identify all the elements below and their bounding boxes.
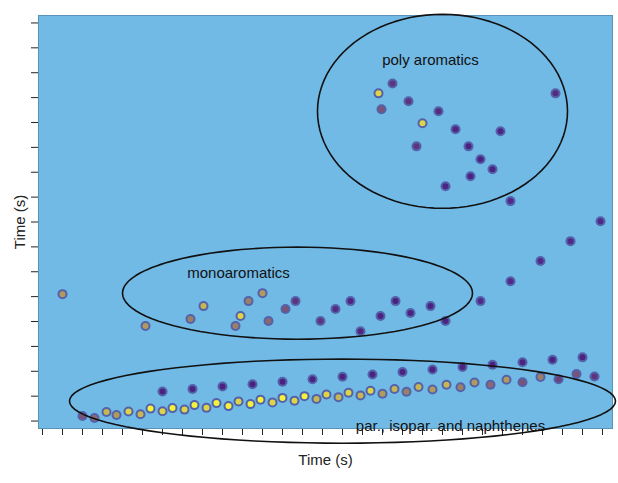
svg-text:Time (s): Time (s)	[298, 451, 352, 468]
svg-text:poly aromatics: poly aromatics	[382, 51, 479, 68]
svg-text:Time (s): Time (s)	[11, 195, 28, 249]
svg-text:monoaromatics: monoaromatics	[187, 264, 290, 281]
svg-text:par., isopar. and naphthenes: par., isopar. and naphthenes	[356, 417, 545, 434]
